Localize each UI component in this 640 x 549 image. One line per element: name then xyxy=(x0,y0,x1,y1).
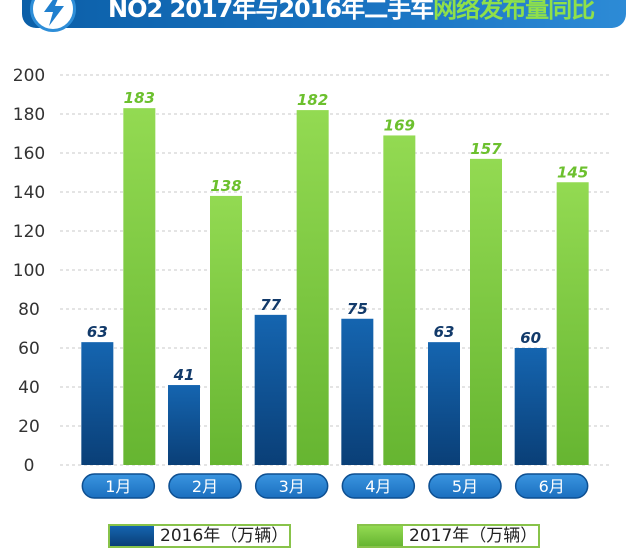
category-pill xyxy=(341,473,416,499)
bar-value-label: 41 xyxy=(173,366,195,384)
bar-value-label: 183 xyxy=(124,89,155,107)
y-tick-label: 80 xyxy=(18,300,40,320)
category-pill xyxy=(81,473,156,499)
header: NO2 2017年与2016年二手车网络发布量同比 xyxy=(0,0,640,32)
bar-2016 xyxy=(81,342,114,465)
y-tick-label: 40 xyxy=(18,378,40,398)
lightning-badge xyxy=(30,0,76,32)
bar-2017 xyxy=(296,110,329,465)
y-tick-label: 180 xyxy=(13,105,45,125)
y-tick-label: 200 xyxy=(13,66,45,86)
category-label: 3月 xyxy=(279,477,305,496)
bar-2017 xyxy=(210,195,242,465)
y-tick-label: 0 xyxy=(24,456,35,476)
category-pill xyxy=(254,473,329,499)
bar-value-label: 75 xyxy=(347,300,368,318)
category-label: 2月 xyxy=(192,477,218,496)
chart-title-part2: 网络发布量同比 xyxy=(433,0,595,23)
chart-title: NO2 2017年与2016年二手车网络发布量同比 xyxy=(108,0,595,24)
bar-chart: 0 20 40 60 80 100 120 140 160 180 200 63 183 41 138 77… xyxy=(13,66,610,499)
category-label: 5月 xyxy=(452,477,478,496)
y-tick-label: 100 xyxy=(13,261,45,281)
bar-2016 xyxy=(254,314,287,465)
bar-value-label: 182 xyxy=(297,91,328,109)
legend-item-2017: 2017年（万辆） xyxy=(357,524,540,548)
bar-value-label: 145 xyxy=(557,163,588,181)
category-pill xyxy=(428,473,502,499)
y-tick-label: 160 xyxy=(13,144,45,164)
y-tick-label: 140 xyxy=(13,183,45,203)
y-tick-label: 120 xyxy=(13,222,45,242)
category-label: 4月 xyxy=(365,477,391,496)
bar-2017 xyxy=(383,135,416,465)
bar-2016 xyxy=(168,385,200,465)
y-tick-label: 60 xyxy=(18,339,40,359)
bar-value-label: 60 xyxy=(520,329,541,347)
bar-value-label: 77 xyxy=(260,296,281,314)
bar-2017 xyxy=(123,108,156,466)
category-pill xyxy=(514,473,589,499)
legend-item-2016: 2016年（万辆） xyxy=(108,524,291,548)
category-label: 1月 xyxy=(105,477,131,496)
bar-2016 xyxy=(428,342,460,465)
legend-label-2017: 2017年（万辆） xyxy=(409,526,538,546)
bar-value-label: 157 xyxy=(470,140,502,158)
title-bar: NO2 2017年与2016年二手车网络发布量同比 xyxy=(22,0,626,32)
y-tick-label: 20 xyxy=(18,417,40,437)
bar-value-label: 138 xyxy=(210,177,241,195)
legend-label-2016: 2016年（万辆） xyxy=(160,526,289,546)
bar-2016 xyxy=(341,318,374,465)
legend-swatch-2017 xyxy=(359,526,403,546)
bar-value-label: 63 xyxy=(87,323,108,341)
category-pill xyxy=(168,473,242,499)
chart-title-part1: NO2 2017年与2016年二手车 xyxy=(108,0,434,23)
bar-value-label: 63 xyxy=(434,323,455,341)
lightning-icon xyxy=(44,0,64,26)
bar-2016 xyxy=(514,348,547,465)
legend-swatch-2016 xyxy=(110,526,154,546)
category-label: 6月 xyxy=(539,477,565,496)
bar-value-label: 169 xyxy=(384,116,415,134)
bar-2017 xyxy=(556,182,589,465)
bar-2017 xyxy=(470,158,502,465)
